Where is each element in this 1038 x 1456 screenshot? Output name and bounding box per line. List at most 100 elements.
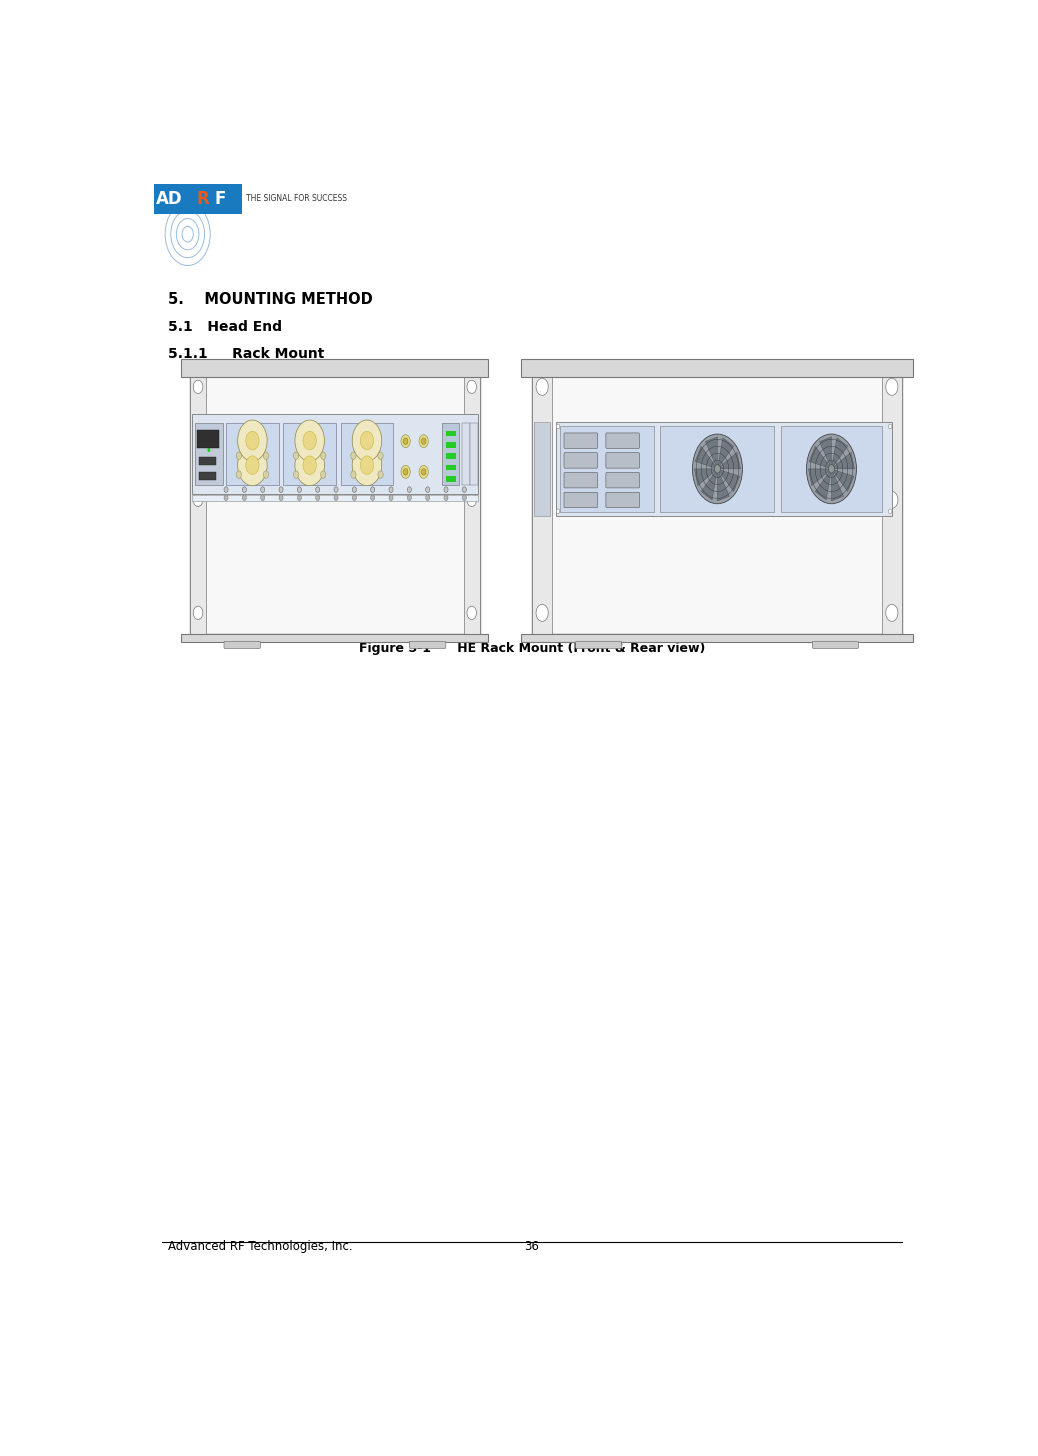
Circle shape [371,495,375,501]
FancyBboxPatch shape [190,365,480,635]
Circle shape [401,435,410,447]
Circle shape [421,469,426,475]
Circle shape [294,470,299,479]
Circle shape [885,379,898,396]
Circle shape [404,438,408,444]
Text: F: F [214,189,225,208]
FancyBboxPatch shape [445,464,456,470]
FancyBboxPatch shape [199,457,216,466]
Circle shape [556,510,559,514]
Circle shape [404,469,408,475]
Circle shape [467,606,476,619]
Circle shape [360,431,374,450]
FancyBboxPatch shape [606,453,639,469]
FancyBboxPatch shape [192,414,479,495]
Circle shape [536,491,548,508]
Circle shape [389,486,393,492]
Circle shape [264,470,269,479]
Polygon shape [720,453,740,469]
Text: 5.    MOUNTING METHOD: 5. MOUNTING METHOD [168,293,373,307]
Circle shape [193,494,202,507]
Circle shape [692,434,742,504]
Circle shape [421,438,426,444]
FancyBboxPatch shape [606,473,639,488]
Circle shape [242,495,246,501]
FancyBboxPatch shape [190,365,206,635]
Circle shape [303,431,317,450]
FancyBboxPatch shape [445,443,456,447]
Circle shape [352,419,382,462]
Polygon shape [809,446,829,467]
Circle shape [297,486,301,492]
FancyBboxPatch shape [606,432,639,448]
Circle shape [261,486,265,492]
Circle shape [536,379,548,396]
Circle shape [208,432,211,435]
Circle shape [224,495,228,501]
FancyBboxPatch shape [226,424,279,485]
Circle shape [316,486,320,492]
FancyBboxPatch shape [192,495,479,501]
FancyBboxPatch shape [576,641,622,648]
Text: AD: AD [156,189,182,208]
FancyBboxPatch shape [559,425,654,513]
FancyBboxPatch shape [782,425,882,513]
Circle shape [261,495,265,501]
Circle shape [297,495,301,501]
Circle shape [208,440,211,444]
Circle shape [321,470,326,479]
FancyBboxPatch shape [660,425,774,513]
Polygon shape [706,437,717,466]
Text: Advanced RF Technologies, Inc.: Advanced RF Technologies, Inc. [168,1241,353,1254]
Circle shape [246,431,260,450]
Polygon shape [819,437,831,466]
FancyBboxPatch shape [442,424,460,485]
Polygon shape [815,472,830,499]
FancyBboxPatch shape [154,183,243,214]
Circle shape [889,510,892,514]
Circle shape [467,380,476,393]
Polygon shape [831,472,844,501]
Circle shape [828,464,835,473]
Circle shape [714,464,720,473]
Circle shape [419,466,429,479]
Circle shape [378,470,383,479]
FancyBboxPatch shape [532,365,552,635]
FancyBboxPatch shape [445,431,456,437]
Circle shape [360,456,374,475]
Circle shape [352,444,382,486]
Circle shape [316,495,320,501]
Circle shape [462,495,466,501]
Circle shape [295,419,325,462]
Text: THE SIGNAL FOR SUCCESS: THE SIGNAL FOR SUCCESS [246,194,348,204]
Circle shape [407,486,411,492]
Circle shape [242,486,246,492]
FancyBboxPatch shape [564,432,598,448]
Text: 5.1.1     Rack Mount: 5.1.1 Rack Mount [168,347,325,361]
Circle shape [401,466,410,479]
Circle shape [279,486,283,492]
Circle shape [885,604,898,622]
FancyBboxPatch shape [464,365,480,635]
FancyBboxPatch shape [813,641,858,648]
Polygon shape [701,472,716,499]
Circle shape [246,456,260,475]
Polygon shape [834,470,854,492]
Circle shape [462,486,466,492]
Circle shape [264,451,269,460]
FancyBboxPatch shape [521,358,913,377]
Circle shape [807,434,856,504]
Text: 36: 36 [524,1241,540,1254]
FancyBboxPatch shape [521,635,913,642]
FancyBboxPatch shape [182,358,488,377]
Circle shape [556,424,559,430]
Circle shape [321,451,326,460]
Circle shape [193,380,202,393]
FancyBboxPatch shape [409,641,445,648]
Circle shape [279,495,283,501]
Circle shape [378,451,383,460]
FancyBboxPatch shape [564,492,598,508]
Polygon shape [694,469,715,486]
FancyBboxPatch shape [556,422,892,515]
Circle shape [426,495,430,501]
